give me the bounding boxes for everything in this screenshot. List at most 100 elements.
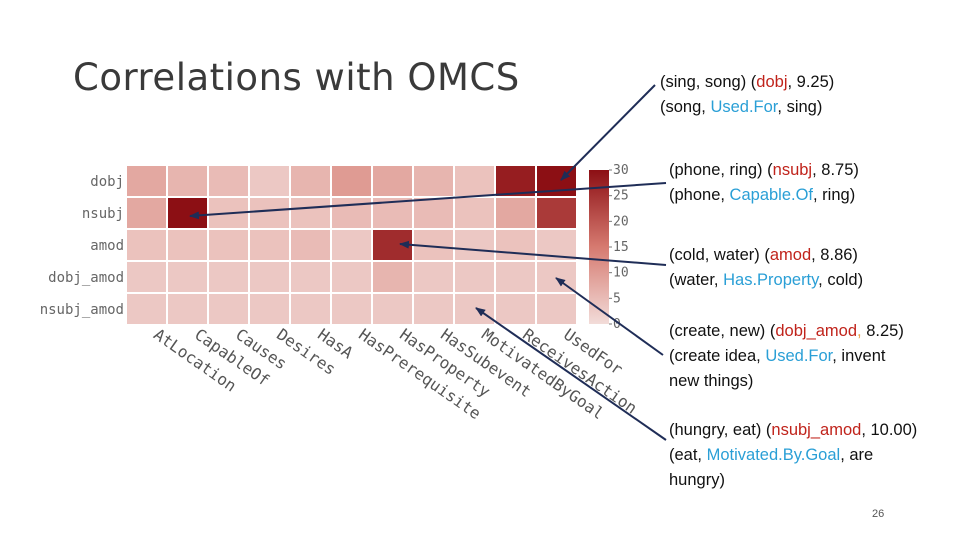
annotation-text: new things) [669, 372, 754, 390]
annotation-arrow [555, 277, 664, 356]
heatmap-cell [412, 260, 455, 294]
heatmap-cell [494, 260, 537, 294]
annotation-text: (song, [660, 98, 711, 116]
heatmap-cell [248, 292, 291, 326]
annotation-text: , invent [832, 347, 886, 365]
heatmap-cell [453, 292, 496, 326]
annotation-text: , 8.86) [811, 246, 858, 264]
heatmap-cell [207, 228, 250, 262]
heatmap-cell [494, 292, 537, 326]
annotation-text: , 10.00) [861, 421, 918, 439]
annotation-amod: (cold, water) (amod, 8.86) (water, Has.P… [669, 243, 863, 293]
colorbar-tick-label: 5 [613, 291, 621, 306]
heatmap-cell [248, 260, 291, 294]
annotation-text: (create, new) ( [669, 322, 776, 340]
heatmap-cell [371, 292, 414, 326]
heatmap-cell [330, 164, 373, 198]
dependency-label: dobj [756, 73, 788, 91]
colorbar [589, 170, 609, 324]
annotation-line: (create, new) (dobj_amod, 8.25) [669, 319, 904, 344]
slide-title: Correlations with OMCS [73, 56, 520, 99]
annotation-line: (eat, Motivated.By.Goal, are [669, 443, 917, 468]
heatmap-cell [248, 228, 291, 262]
annotation-text: (cold, water) ( [669, 246, 770, 264]
row-label: nsubj_amod [40, 302, 124, 318]
heatmap-cell [371, 164, 414, 198]
heatmap-cell [371, 260, 414, 294]
heatmap-cell [125, 292, 168, 326]
relation-label: Motivated.By.Goal [706, 446, 841, 464]
heatmap-cell [125, 260, 168, 294]
row-label: dobj [90, 174, 124, 190]
relation-label: Has.Property [723, 271, 819, 289]
annotation-arrow [189, 182, 667, 220]
annotation-text: (phone, ring) ( [669, 161, 773, 179]
heatmap-cell [330, 292, 373, 326]
heatmap-cell [535, 292, 578, 326]
dependency-label: , [857, 322, 862, 340]
annotation-text: (phone, [669, 186, 730, 204]
heatmap-cell [330, 228, 373, 262]
dependency-label: dobj_amod [775, 322, 858, 340]
annotation-arrow [560, 84, 656, 181]
colorbar-tick-label: 25 [613, 189, 629, 204]
heatmap-cell [289, 228, 332, 262]
heatmap-cell [289, 292, 332, 326]
annotation-line: (song, Used.For, sing) [660, 95, 834, 120]
colorbar-tick-label: 0 [613, 317, 621, 332]
heatmap-cell [453, 228, 496, 262]
heatmap-cell [289, 196, 332, 230]
annotation-text: hungry) [669, 471, 725, 489]
annotation-nsubj-amod: (hungry, eat) (nsubj_amod, 10.00) (eat, … [669, 418, 917, 493]
relation-label: Capable.Of [729, 186, 814, 204]
heatmap-cell [330, 196, 373, 230]
heatmap-cell [494, 228, 537, 262]
annotation-nsubj: (phone, ring) (nsubj, 8.75) (phone, Capa… [669, 158, 859, 208]
annotation-dobj: (sing, song) (dobj, 9.25) (song, Used.Fo… [660, 70, 834, 120]
annotation-text: (create idea, [669, 347, 766, 365]
annotation-text: 8.25) [861, 322, 904, 340]
annotation-line: hungry) [669, 468, 917, 493]
annotation-line: (sing, song) (dobj, 9.25) [660, 70, 834, 95]
colorbar-tick-label: 10 [613, 266, 629, 281]
annotation-line: (phone, ring) (nsubj, 8.75) [669, 158, 859, 183]
relation-label: Used.For [710, 98, 778, 116]
row-label: amod [90, 238, 124, 254]
heatmap-cell [207, 260, 250, 294]
dependency-label: nsubj_amod [771, 421, 862, 439]
heatmap-cell [125, 164, 168, 198]
relation-label: Used.For [765, 347, 833, 365]
annotation-text: (eat, [669, 446, 707, 464]
annotation-line: (cold, water) (amod, 8.86) [669, 243, 863, 268]
colorbar-tick-label: 30 [613, 163, 629, 178]
annotation-text: (sing, song) ( [660, 73, 757, 91]
annotation-text: (water, [669, 271, 724, 289]
row-label: nsubj [82, 206, 124, 222]
heatmap-cell [166, 164, 209, 198]
annotation-dobj-amod: (create, new) (dobj_amod, 8.25) (create … [669, 319, 904, 394]
heatmap-cell [412, 292, 455, 326]
annotation-text: , cold) [818, 271, 864, 289]
page-number: 26 [872, 508, 885, 520]
annotation-line: (phone, Capable.Of, ring) [669, 183, 859, 208]
annotation-line: (water, Has.Property, cold) [669, 268, 863, 293]
heatmap-cell [248, 196, 291, 230]
colorbar-tick-label: 20 [613, 214, 629, 229]
annotation-arrow [399, 240, 667, 266]
annotation-text: (hungry, eat) ( [669, 421, 772, 439]
heatmap-cell [289, 260, 332, 294]
annotation-arrow [475, 307, 667, 441]
heatmap-cell [289, 164, 332, 198]
annotation-text: , are [840, 446, 874, 464]
dependency-label: nsubj [772, 161, 813, 179]
heatmap-cell [125, 196, 168, 230]
heatmap-cell [330, 260, 373, 294]
annotation-text: , ring) [813, 186, 856, 204]
heatmap-cell [453, 196, 496, 230]
annotation-line: (create idea, Used.For, invent [669, 344, 904, 369]
row-label: dobj_amod [48, 270, 124, 286]
heatmap-cell [535, 196, 578, 230]
annotation-line: new things) [669, 369, 904, 394]
annotation-text: , sing) [777, 98, 823, 116]
